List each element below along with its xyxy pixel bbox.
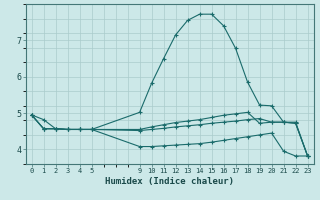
- X-axis label: Humidex (Indice chaleur): Humidex (Indice chaleur): [105, 177, 234, 186]
